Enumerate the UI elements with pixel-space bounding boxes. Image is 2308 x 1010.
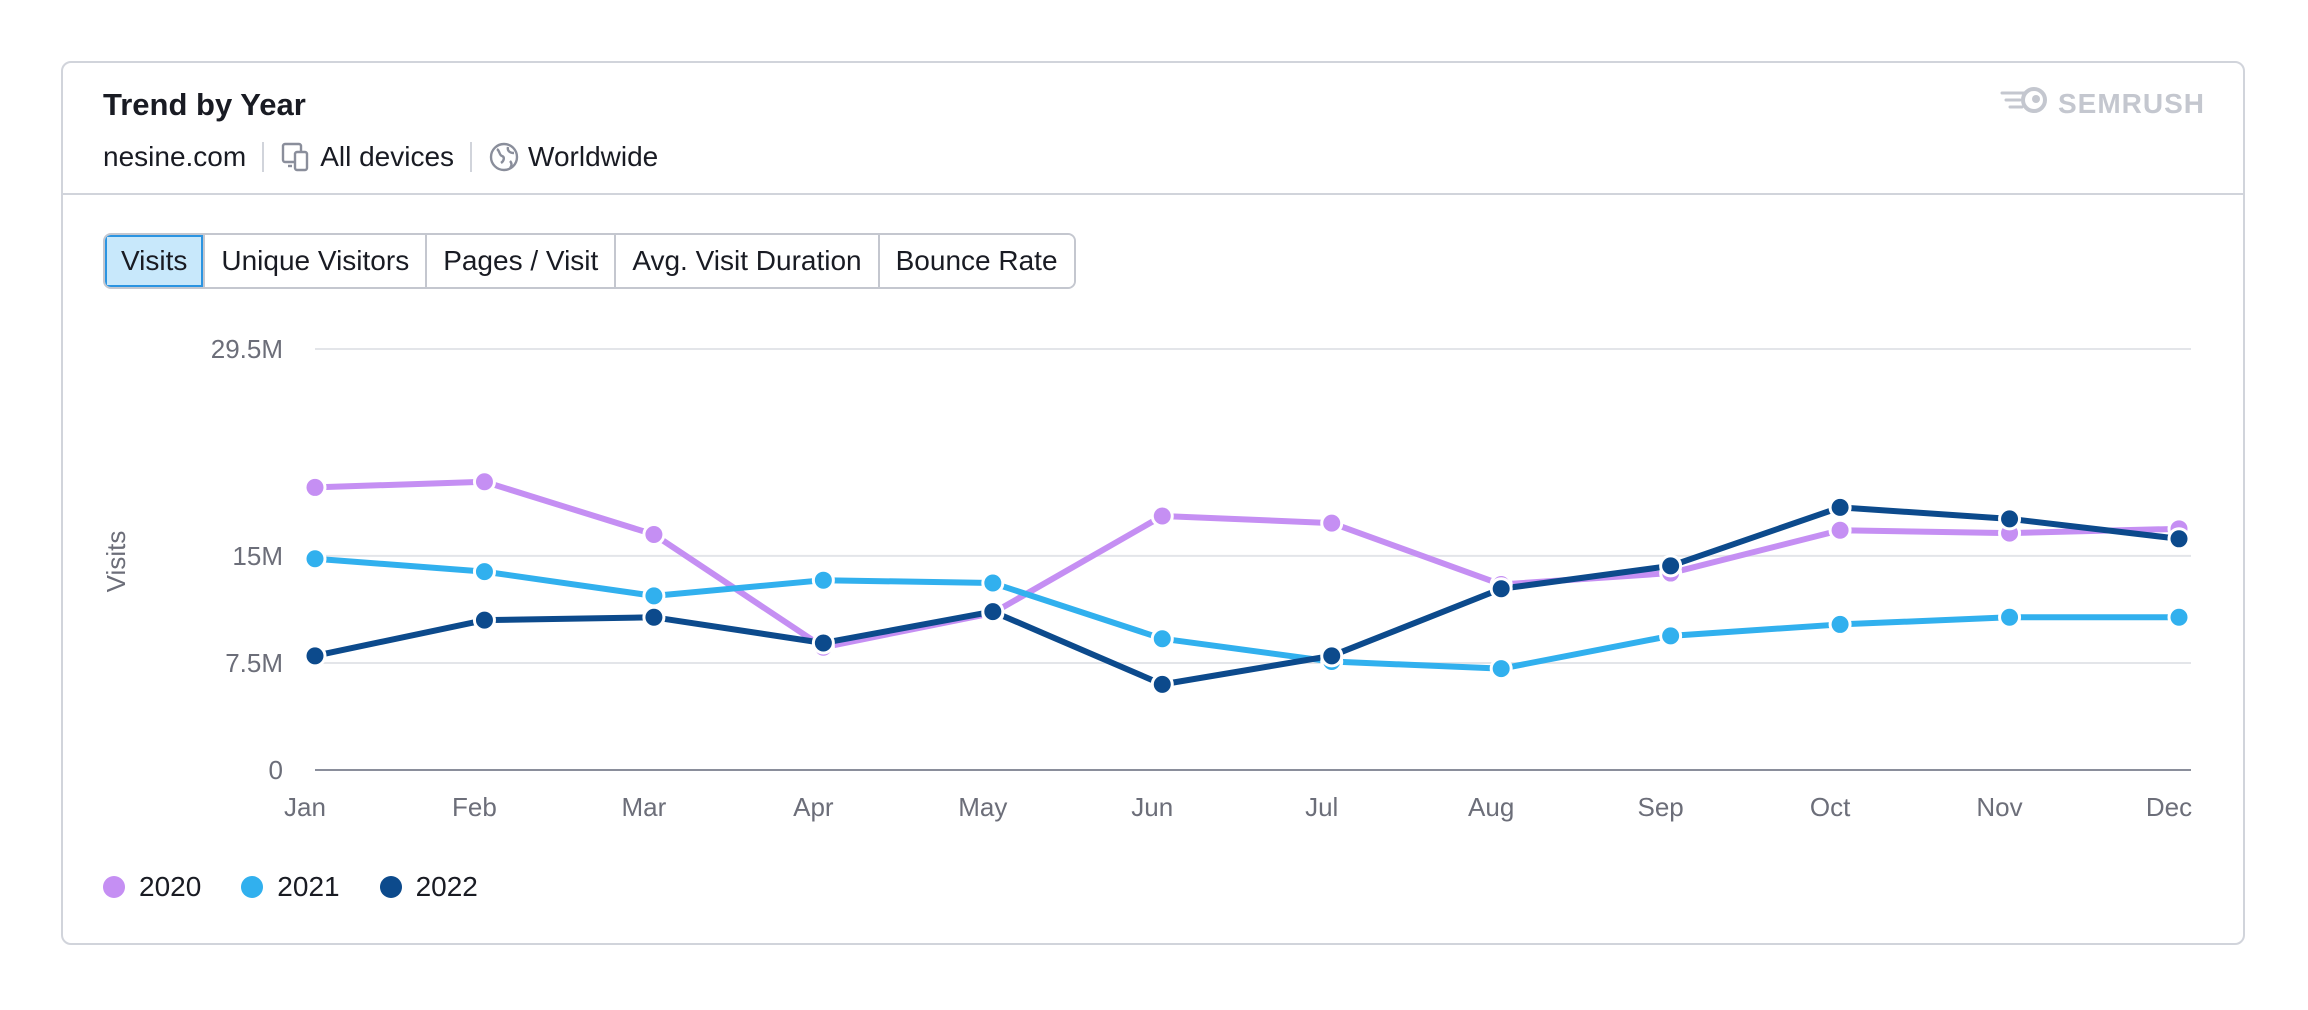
data-point-2021	[811, 568, 835, 592]
trend-card: Trend by Year nesine.com All devices	[61, 61, 2245, 945]
series-line-2021	[312, 555, 2182, 672]
x-tick-label: Oct	[1810, 792, 1851, 822]
y-axis-title: Visits	[101, 531, 131, 593]
semrush-logo: SEMRUSH	[2000, 85, 2205, 122]
data-point-2022	[1659, 554, 1683, 578]
data-point-2022	[981, 600, 1005, 624]
data-point-2020	[642, 523, 666, 547]
data-point-2022	[1150, 672, 1174, 696]
data-point-2022	[1998, 507, 2022, 531]
data-point-2020	[303, 475, 327, 499]
x-tick-label: Dec	[2146, 792, 2192, 822]
globe-icon	[488, 141, 520, 173]
y-tick-label: 29.5M	[211, 334, 283, 364]
region-filter[interactable]: Worldwide	[488, 141, 658, 173]
metric-tabs: Visits Unique Visitors Pages / Visit Avg…	[103, 233, 1076, 289]
filter-bar: nesine.com All devices	[103, 141, 658, 173]
x-tick-label: Aug	[1468, 792, 1514, 822]
data-point-2020	[1320, 511, 1344, 535]
legend-item-2022[interactable]: 2022	[379, 871, 478, 903]
x-tick-label: Apr	[793, 792, 834, 822]
semrush-logo-text: SEMRUSH	[2057, 87, 2205, 119]
x-tick-label: Jul	[1305, 792, 1338, 822]
legend-item-2021[interactable]: 2021	[241, 871, 340, 903]
divider	[470, 142, 473, 172]
data-point-2021	[1998, 605, 2022, 629]
domain-label: nesine.com	[103, 141, 247, 172]
data-point-2021	[2167, 605, 2191, 629]
x-tick-label: Jun	[1131, 792, 1173, 822]
divider	[262, 142, 265, 172]
x-tick-label: Mar	[622, 792, 667, 822]
legend-swatch	[379, 876, 402, 898]
data-point-2020	[1150, 504, 1174, 528]
data-point-2022	[1320, 644, 1344, 668]
semrush-logo-icon	[2000, 85, 2052, 122]
data-point-2022	[2167, 527, 2191, 551]
data-point-2020	[472, 470, 496, 494]
tab-visits[interactable]: Visits	[105, 235, 206, 287]
region-label: Worldwide	[528, 141, 659, 172]
data-point-2022	[303, 644, 327, 668]
visits-line-chart: 0 7.5M 15M 29.5M Jan Feb Mar Apr May Jun Jul Aug Sep…	[101, 334, 2192, 822]
series-line-2022	[312, 504, 2182, 688]
tab-avg-visit-duration[interactable]: Avg. Visit Duration	[616, 235, 880, 287]
y-tick-label: 15M	[232, 541, 283, 571]
y-tick-label: 7.5M	[225, 648, 283, 678]
legend-swatch	[241, 876, 264, 898]
data-point-2022	[642, 605, 666, 629]
series-line-2020	[312, 478, 2182, 651]
legend-swatch	[103, 876, 125, 898]
data-point-2021	[472, 560, 496, 584]
data-point-2022	[811, 631, 835, 655]
x-tick-label: Nov	[1976, 792, 2022, 822]
tab-bounce-rate[interactable]: Bounce Rate	[879, 235, 1074, 287]
devices-filter[interactable]: All devices	[280, 141, 454, 173]
x-tick-label: Feb	[452, 792, 497, 822]
chart-title: Trend by Year	[103, 87, 306, 122]
data-point-2021	[1828, 612, 1852, 636]
devices-icon	[280, 141, 312, 173]
data-point-2022	[1828, 495, 1852, 519]
tab-unique-visitors[interactable]: Unique Visitors	[205, 235, 428, 287]
legend-label: 2020	[139, 871, 202, 902]
data-point-2021	[1489, 657, 1513, 681]
legend-item-2020[interactable]: 2020	[103, 871, 201, 903]
data-point-2020	[1828, 518, 1852, 542]
chart-legend: 2020 2021 2022	[103, 871, 478, 903]
data-point-2022	[1489, 577, 1513, 601]
devices-label: All devices	[320, 141, 455, 172]
data-point-2021	[981, 571, 1005, 595]
x-tick-label: Jan	[284, 792, 326, 822]
x-tick-label: Sep	[1638, 792, 1684, 822]
x-tick-label: May	[958, 792, 1007, 822]
data-point-2021	[1150, 627, 1174, 651]
data-point-2022	[472, 608, 496, 632]
data-point-2021	[642, 584, 666, 608]
card-header: Trend by Year nesine.com All devices	[63, 63, 2243, 195]
legend-label: 2021	[277, 871, 340, 902]
y-tick-label: 0	[269, 755, 283, 785]
data-point-2021	[303, 547, 327, 571]
tab-pages-per-visit[interactable]: Pages / Visit	[427, 235, 617, 287]
legend-label: 2022	[415, 871, 478, 902]
data-point-2021	[1659, 624, 1683, 648]
